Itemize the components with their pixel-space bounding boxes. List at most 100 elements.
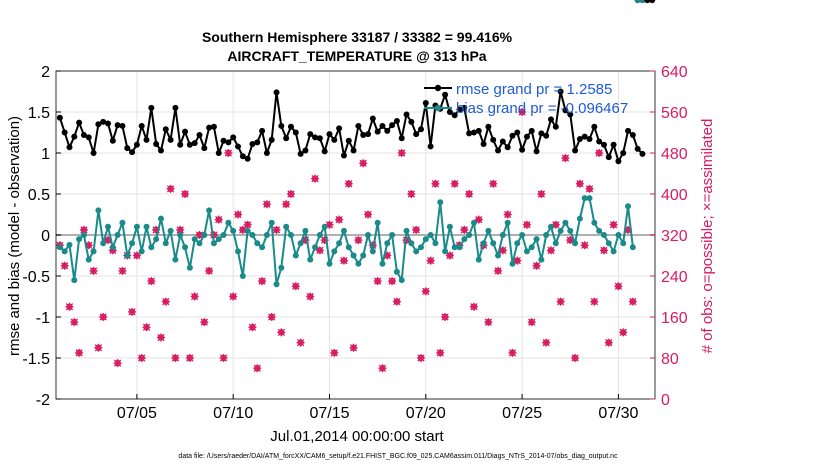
obs-assimilated-marker xyxy=(349,343,358,352)
obs-assimilated-marker xyxy=(311,174,320,183)
obs-assimilated-marker xyxy=(373,277,382,286)
x-tick-label: 07/05 xyxy=(117,405,157,422)
obs-assimilated-marker xyxy=(527,318,536,327)
bias-point xyxy=(572,240,579,247)
obs-assimilated-marker xyxy=(392,297,401,306)
bias-point xyxy=(278,264,285,271)
bias-point xyxy=(76,236,83,243)
bias-point xyxy=(466,232,473,238)
bias-point xyxy=(312,244,319,251)
rmse-point xyxy=(605,154,612,161)
obs-assimilated-marker xyxy=(551,220,560,229)
obs-assimilated-marker xyxy=(161,297,170,306)
y2-tick-label: 560 xyxy=(661,105,688,122)
bias-point xyxy=(259,244,266,251)
obs-assimilated-marker xyxy=(171,354,180,362)
obs-assimilated-marker xyxy=(291,282,300,291)
rmse-point xyxy=(591,123,598,130)
rmse-point xyxy=(615,158,622,165)
rmse-point xyxy=(422,99,429,106)
rmse-point xyxy=(283,135,290,142)
rmse-point xyxy=(610,141,617,148)
x-tick-label: 07/30 xyxy=(598,405,638,422)
obs-assimilated-marker xyxy=(561,154,570,163)
bias-point xyxy=(239,273,246,279)
bias-point xyxy=(509,260,516,267)
obs-assimilated-marker xyxy=(542,338,551,347)
rmse-point xyxy=(230,134,237,141)
bias-point xyxy=(196,240,203,247)
rmse-point xyxy=(581,133,588,140)
rmse-point xyxy=(466,130,473,137)
obs-assimilated-marker xyxy=(224,149,233,157)
rmse-point xyxy=(100,118,107,125)
obs-assimilated-marker xyxy=(89,266,98,275)
rmse-point xyxy=(56,114,63,121)
bias-point xyxy=(567,227,574,234)
bias-point xyxy=(283,223,290,230)
rmse-point xyxy=(76,119,83,126)
obs-assimilated-marker xyxy=(70,318,79,327)
x-axis: 07/05 07/10 07/15 07/20 07/25 07/30 xyxy=(117,394,639,422)
rmse-point xyxy=(446,109,453,115)
bias-point xyxy=(384,240,391,247)
obs-assimilated-marker xyxy=(494,266,503,275)
obs-assimilated-marker xyxy=(388,277,397,286)
obs-assimilated-marker xyxy=(330,348,339,357)
bias-point xyxy=(475,256,482,263)
obs-assimilated-marker xyxy=(132,251,141,260)
obs-assimilated-marker xyxy=(325,220,334,229)
bias-point xyxy=(235,248,242,255)
obs-assimilated-marker xyxy=(195,231,204,239)
obs-assimilated-marker xyxy=(315,246,324,255)
rmse-point xyxy=(80,131,87,138)
rmse-point xyxy=(543,132,550,139)
rmse-point xyxy=(586,136,593,143)
bias-point xyxy=(191,236,198,243)
bias-point xyxy=(340,227,347,234)
obs-assimilated-marker xyxy=(532,261,541,270)
obs-assimilated-marker xyxy=(243,220,252,229)
footer-datafile: data file: /Users/raeder/DAI/ATM_forcXX/… xyxy=(178,453,618,460)
obs-assimilated-marker xyxy=(84,241,93,250)
obs-assimilated-marker xyxy=(474,215,483,224)
obs-assimilated-marker xyxy=(407,190,416,198)
bias-point xyxy=(90,248,97,255)
bias-point xyxy=(625,203,632,210)
rmse-point xyxy=(85,134,92,141)
bias-point xyxy=(109,244,116,251)
rmse-point xyxy=(567,111,574,118)
obs-assimilated-marker xyxy=(441,313,450,321)
rmse-point xyxy=(312,134,319,141)
obs-assimilated-marker xyxy=(397,149,406,157)
bias-point xyxy=(220,232,227,238)
bias-point xyxy=(302,227,309,234)
bias-point xyxy=(523,248,530,255)
x-axis-label: Jul.01,2014 00:00:00 start xyxy=(270,428,444,445)
bias-point xyxy=(480,240,487,247)
rmse-point xyxy=(235,143,242,150)
bias-point xyxy=(307,256,314,263)
bias-point xyxy=(456,244,463,251)
obs-assimilated-marker xyxy=(296,338,305,347)
rmse-point xyxy=(644,0,651,3)
rmse-point xyxy=(105,120,112,127)
bias-point xyxy=(408,240,415,247)
rmse-point xyxy=(350,147,357,154)
y-tick-label: 2 xyxy=(41,64,50,81)
rmse-point xyxy=(186,141,193,148)
rmse-point xyxy=(451,112,458,119)
obs-assimilated-marker xyxy=(619,328,628,337)
bias-point xyxy=(629,244,636,251)
obs-assimilated-marker xyxy=(604,338,613,347)
bias-point xyxy=(581,195,588,202)
bias-point xyxy=(138,248,145,255)
rmse-point xyxy=(254,139,261,146)
rmse-point xyxy=(61,129,68,136)
rmse-point xyxy=(538,130,545,137)
obs-assimilated-marker xyxy=(344,179,353,188)
y2-tick-label: 240 xyxy=(661,269,688,286)
bias-point xyxy=(437,199,444,206)
bias-point xyxy=(360,252,367,259)
bias-point xyxy=(206,207,213,214)
